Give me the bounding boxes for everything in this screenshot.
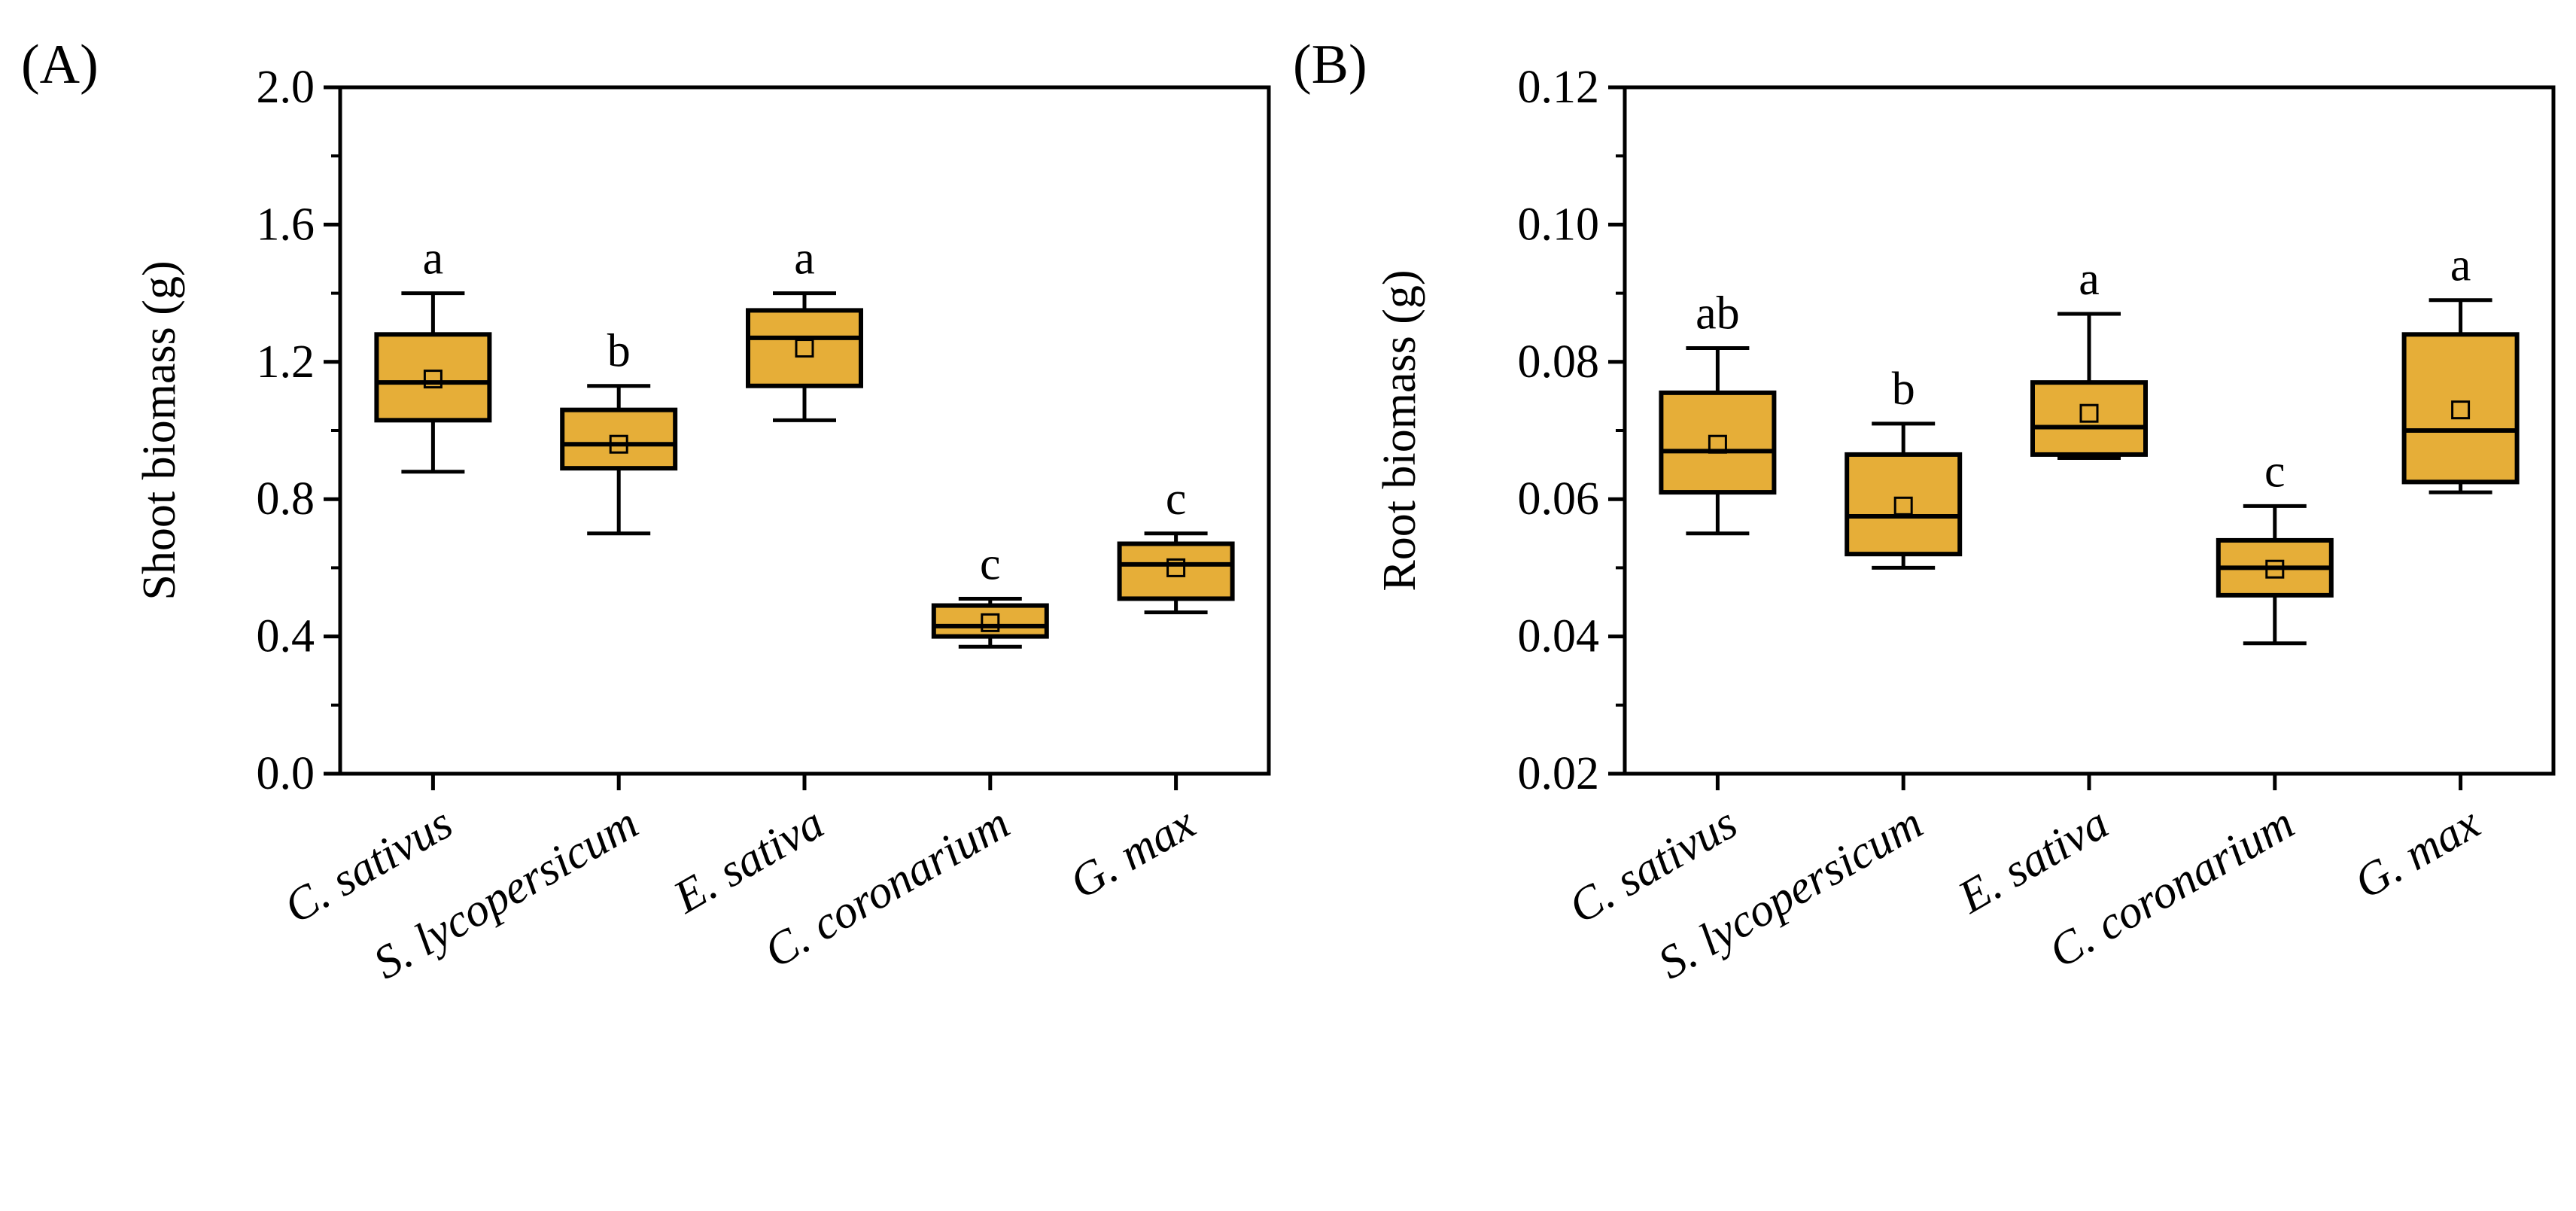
mean-marker [795, 339, 814, 358]
mean-marker [423, 370, 443, 389]
significance-letter: b [607, 326, 631, 377]
significance-letter: ab [1696, 288, 1740, 339]
mean-marker [2079, 403, 2099, 423]
y-tick-label: 0.4 [257, 611, 315, 662]
mean-marker [1893, 496, 1913, 516]
significance-letter: b [1892, 364, 1915, 415]
panel-b-root-biomass: (B) 0.02 0.04 0.06 0.08 0.10 0.12 Root biomass … [1293, 34, 2556, 989]
mean-marker [2451, 400, 2471, 420]
iqr-box [2030, 380, 2148, 457]
box-4: c [2216, 446, 2334, 646]
mean-marker [609, 434, 628, 454]
significance-letter: c [2264, 446, 2286, 497]
mean-marker [2265, 559, 2285, 579]
box-5: a [2401, 240, 2520, 494]
y-tick-label: 1.6 [257, 199, 315, 250]
box-1: ab [1659, 288, 1777, 536]
significance-letter: a [2450, 240, 2471, 291]
iqr-box [1117, 541, 1235, 601]
y-tick-label: 0.02 [1518, 748, 1600, 799]
box-3: a [746, 233, 863, 422]
y-tick-label: 0.08 [1518, 336, 1600, 388]
significance-letter: a [794, 233, 815, 284]
box-1: a [374, 233, 492, 474]
box-5: c [1117, 473, 1235, 615]
mean-marker [981, 613, 1000, 632]
iqr-box [2401, 332, 2520, 485]
y-tick-label: 0.04 [1518, 611, 1600, 662]
box-2: b [560, 326, 678, 536]
box-3: a [2030, 254, 2148, 460]
box-4: c [931, 538, 1049, 649]
y-tick-label: 0.10 [1518, 199, 1600, 250]
significance-letter: c [1166, 473, 1187, 525]
iqr-box [1845, 452, 1963, 557]
panel-label: (A) [21, 34, 99, 96]
mean-marker [1708, 434, 1727, 454]
significance-letter: a [423, 233, 444, 284]
significance-letter: c [980, 538, 1001, 589]
plot-frame [338, 85, 1271, 776]
y-tick-label: 0.8 [257, 473, 315, 525]
x-category-label: G. max [1062, 797, 1204, 909]
y-tick-label: 0.06 [1518, 473, 1600, 525]
mean-marker [1166, 558, 1186, 577]
y-tick-label: 0.0 [257, 748, 315, 799]
y-tick-label: 2.0 [257, 62, 315, 113]
iqr-box [560, 407, 678, 471]
y-tick-label: 0.12 [1518, 62, 1600, 113]
y-axis-title: Shoot biomass (g) [134, 260, 185, 600]
y-axis-title: Root biomass (g) [1374, 269, 1425, 591]
x-category-label: G. max [2346, 797, 2489, 909]
y-tick-label: 1.2 [257, 336, 315, 388]
iqr-box [374, 332, 492, 423]
panel-label: (B) [1293, 34, 1367, 96]
significance-letter: a [2079, 254, 2100, 305]
iqr-box [1659, 390, 1777, 495]
box-2: b [1845, 364, 1963, 570]
iqr-box [746, 308, 863, 388]
